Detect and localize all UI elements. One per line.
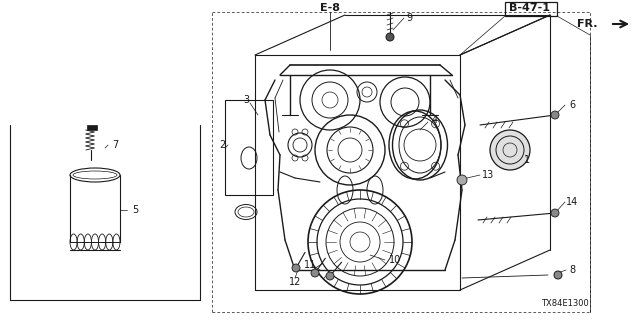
- Text: 2: 2: [219, 140, 225, 150]
- Text: 14: 14: [566, 197, 578, 207]
- Text: 3: 3: [243, 95, 249, 105]
- Text: 6: 6: [569, 100, 575, 110]
- Circle shape: [457, 175, 467, 185]
- Text: 13: 13: [482, 170, 494, 180]
- Text: TX84E1300: TX84E1300: [541, 300, 589, 308]
- Circle shape: [326, 272, 334, 280]
- Circle shape: [551, 111, 559, 119]
- Bar: [87, 125, 97, 130]
- Text: 10: 10: [389, 255, 401, 265]
- Circle shape: [551, 209, 559, 217]
- Circle shape: [490, 130, 530, 170]
- Circle shape: [292, 264, 300, 272]
- Text: 4: 4: [432, 115, 438, 125]
- Text: 1: 1: [524, 155, 530, 165]
- Circle shape: [386, 33, 394, 41]
- Text: 12: 12: [289, 277, 301, 287]
- Text: FR.: FR.: [577, 19, 598, 29]
- Bar: [225, 100, 273, 195]
- Text: 5: 5: [132, 205, 138, 215]
- Text: B-47-1: B-47-1: [509, 3, 550, 13]
- Text: 9: 9: [406, 13, 412, 23]
- Text: E-8: E-8: [320, 3, 340, 13]
- Circle shape: [311, 269, 319, 277]
- Circle shape: [554, 271, 562, 279]
- Text: 11: 11: [304, 260, 316, 270]
- Text: 7: 7: [112, 140, 118, 150]
- Bar: [505, 2, 557, 16]
- Text: 8: 8: [569, 265, 575, 275]
